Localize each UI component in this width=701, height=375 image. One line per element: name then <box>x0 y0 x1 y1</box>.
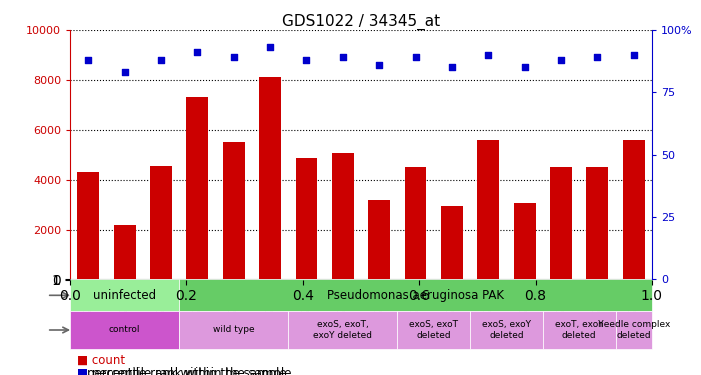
Bar <box>150 166 172 279</box>
Point <box>592 54 603 60</box>
Text: exoT, exoY
deleted: exoT, exoY deleted <box>555 320 604 340</box>
Point <box>301 57 312 63</box>
Text: control: control <box>109 326 140 334</box>
Point <box>447 64 458 70</box>
Bar <box>543 311 615 349</box>
Text: exoS, exoT
deleted: exoS, exoT deleted <box>409 320 458 340</box>
Text: wild type: wild type <box>213 326 254 334</box>
Bar <box>332 153 354 279</box>
Text: uninfected: uninfected <box>93 289 156 302</box>
Bar <box>368 200 390 279</box>
Bar <box>296 158 318 279</box>
Bar <box>70 311 179 349</box>
Bar <box>77 172 100 279</box>
Bar <box>477 140 499 279</box>
Bar <box>404 167 426 279</box>
Point <box>228 54 239 60</box>
Text: exoS, exoY
deleted: exoS, exoY deleted <box>482 320 531 340</box>
Point <box>264 45 275 51</box>
Point <box>119 69 130 75</box>
Text: exoS, exoT,
exoY deleted: exoS, exoT, exoY deleted <box>313 320 372 340</box>
Bar <box>397 311 470 349</box>
Point <box>192 50 203 55</box>
Point <box>628 52 639 58</box>
Bar <box>587 167 608 279</box>
Bar <box>470 311 543 349</box>
Text: needle complex
deleted: needle complex deleted <box>597 320 670 340</box>
Text: ■: ■ <box>77 367 88 375</box>
Bar <box>288 311 397 349</box>
Point <box>519 64 530 70</box>
Text: ■ count: ■ count <box>77 354 125 367</box>
Text: percentile rank within the sample: percentile rank within the sample <box>87 367 287 375</box>
Point <box>83 57 94 63</box>
Bar <box>179 311 288 349</box>
Bar <box>615 311 652 349</box>
Point <box>156 57 167 63</box>
Point <box>483 52 494 58</box>
Bar <box>114 225 135 279</box>
Text: ■ percentile rank within the sample: ■ percentile rank within the sample <box>77 367 292 375</box>
Point <box>410 54 421 60</box>
Bar <box>223 142 245 279</box>
Point <box>374 62 385 68</box>
Title: GDS1022 / 34345_at: GDS1022 / 34345_at <box>282 14 440 30</box>
Bar <box>186 98 208 279</box>
Point <box>555 57 566 63</box>
Bar <box>70 279 179 311</box>
Bar <box>550 167 572 279</box>
Bar <box>514 203 536 279</box>
Bar <box>259 77 281 279</box>
Bar <box>441 206 463 279</box>
Text: Pseudomonas aeruginosa PAK: Pseudomonas aeruginosa PAK <box>327 289 504 302</box>
Bar <box>179 279 652 311</box>
Bar <box>622 140 645 279</box>
Point <box>337 54 348 60</box>
